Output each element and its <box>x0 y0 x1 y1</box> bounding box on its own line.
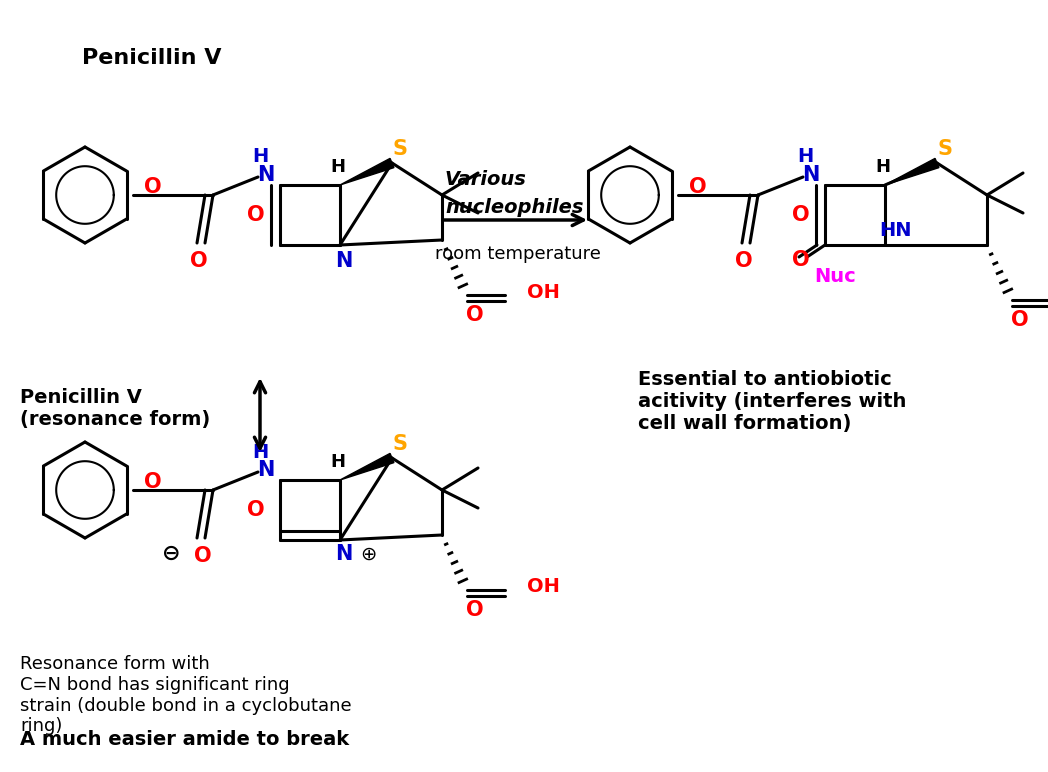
Text: OH: OH <box>527 283 560 302</box>
Text: N: N <box>803 165 820 185</box>
Polygon shape <box>340 158 394 185</box>
Text: ⊕: ⊕ <box>359 544 376 564</box>
Polygon shape <box>340 453 394 480</box>
Text: S: S <box>938 139 953 159</box>
Text: H: H <box>252 442 268 462</box>
Text: N: N <box>335 544 353 564</box>
Text: Nuc: Nuc <box>814 268 856 286</box>
Text: O: O <box>145 177 161 197</box>
Text: H: H <box>330 158 346 176</box>
Text: O: O <box>190 251 208 271</box>
Text: OH: OH <box>527 577 560 597</box>
Text: H: H <box>796 147 813 167</box>
Text: O: O <box>466 600 484 620</box>
Text: room temperature: room temperature <box>435 245 601 263</box>
Text: S: S <box>393 434 408 454</box>
Text: O: O <box>792 205 810 225</box>
Text: O: O <box>690 177 706 197</box>
Text: O: O <box>466 305 484 325</box>
Text: H: H <box>252 147 268 167</box>
Text: N: N <box>258 165 275 185</box>
Text: O: O <box>792 250 810 270</box>
Text: nucleophiles: nucleophiles <box>445 198 584 217</box>
Text: H: H <box>330 453 346 471</box>
Text: N: N <box>335 251 353 271</box>
Text: ⊖: ⊖ <box>161 544 180 564</box>
Text: O: O <box>247 500 265 520</box>
Text: H: H <box>875 158 891 176</box>
Text: Resonance form with
C=N bond has significant ring
strain (double bond in a cyclo: Resonance form with C=N bond has signifi… <box>20 655 352 736</box>
Polygon shape <box>885 158 939 185</box>
Text: Various: Various <box>445 170 527 189</box>
Text: Penicillin V: Penicillin V <box>82 48 221 68</box>
Text: O: O <box>1011 310 1029 330</box>
Text: S: S <box>393 139 408 159</box>
Text: Essential to antiobiotic
acitivity (interferes with
cell wall formation): Essential to antiobiotic acitivity (inte… <box>638 370 907 433</box>
Text: O: O <box>194 546 212 566</box>
Text: HN: HN <box>879 221 912 239</box>
Text: O: O <box>145 472 161 492</box>
Text: Penicillin V
(resonance form): Penicillin V (resonance form) <box>20 388 211 429</box>
Text: A much easier amide to break: A much easier amide to break <box>20 730 349 749</box>
Text: O: O <box>247 205 265 225</box>
Text: N: N <box>258 460 275 480</box>
Text: O: O <box>736 251 752 271</box>
